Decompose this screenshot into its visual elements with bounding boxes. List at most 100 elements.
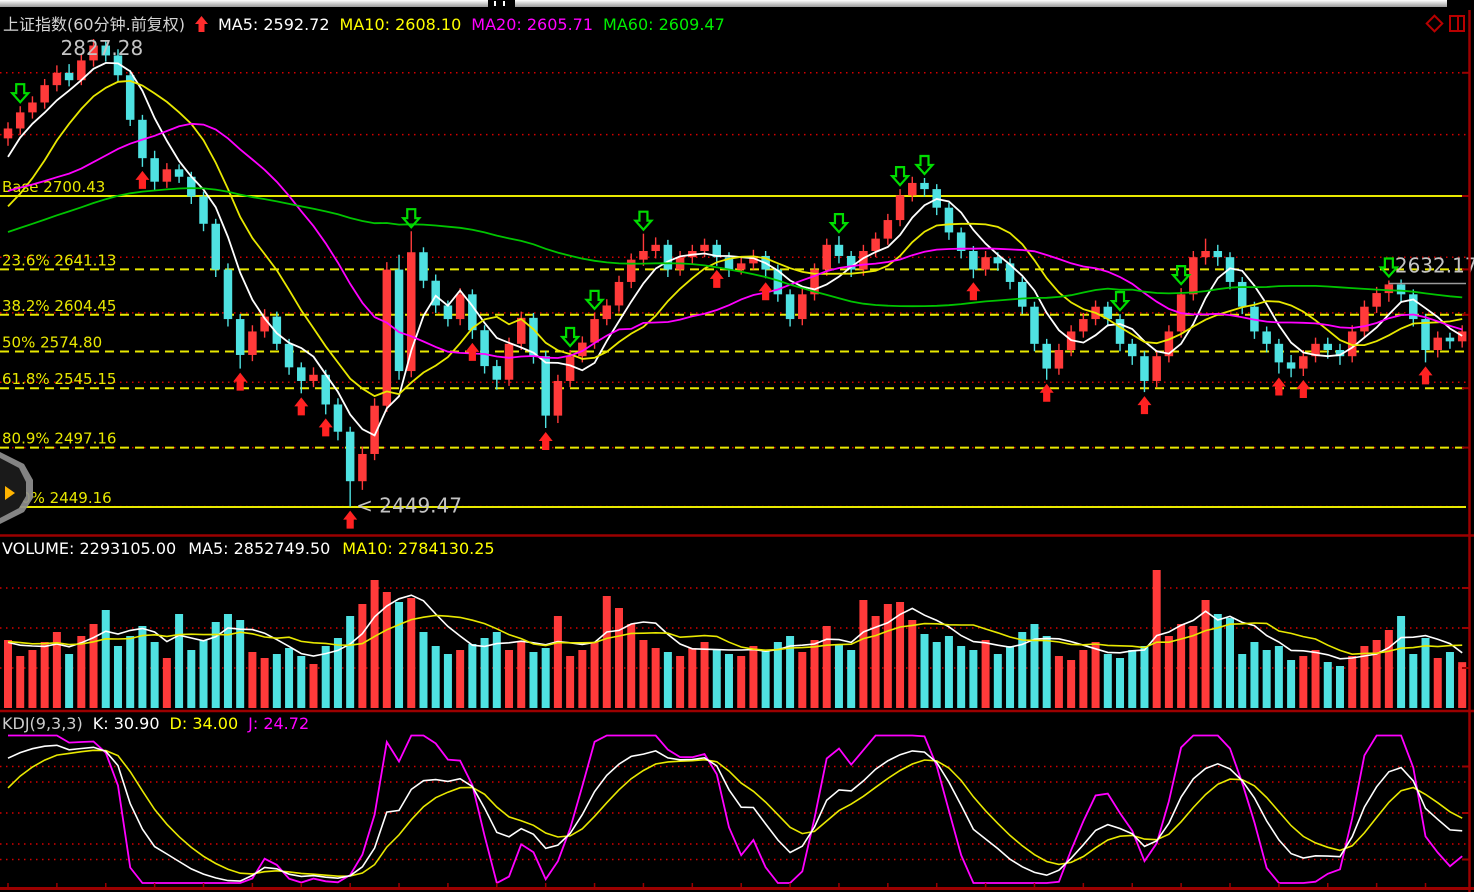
price-annotations: 2827.28 < 2449.47 2632.17 [61, 36, 1474, 518]
candle-body [1189, 257, 1198, 295]
volume-bar [101, 610, 110, 708]
volume-bar [737, 656, 746, 708]
volume-ma10-value: MA10: 2784130.25 [342, 539, 495, 558]
candle-body [529, 317, 538, 357]
chart-title-bar: 上证指数(60分钟.前复权) MA5: 2592.72 MA10: 2608.10 M… [3, 11, 735, 35]
volume-bar [1238, 654, 1247, 708]
candle-body [309, 374, 318, 381]
candle-body [602, 305, 612, 320]
volume-bar [1384, 630, 1393, 708]
volume-bar [1348, 656, 1357, 708]
candle-body [846, 255, 856, 270]
kdj-k-line [7, 744, 1463, 882]
kdj-name: KDJ(9,3,3) [2, 714, 83, 733]
candle-body [394, 269, 404, 372]
kdj-k-value: K: 30.90 [92, 714, 160, 733]
candle-body [859, 251, 868, 270]
candle-body [1347, 331, 1357, 357]
volume-bar [896, 602, 905, 708]
volume-bar [333, 638, 342, 708]
kdj-d-value: D: 34.00 [169, 714, 239, 733]
candle-body [419, 252, 428, 281]
left-panel-handle[interactable] [0, 452, 33, 524]
candle-body [651, 244, 660, 252]
volume-bar [1360, 646, 1369, 708]
candle-body [101, 45, 111, 56]
volume-bar [309, 664, 318, 708]
candle-body [578, 342, 587, 357]
volume-header: VOLUME: 2293105.00 MA5: 2852749.50 MA10: 2… [2, 539, 507, 558]
scrollbar-thumb-notch[interactable] [488, 0, 515, 7]
volume-bar [957, 646, 966, 708]
volume-bar [688, 648, 697, 708]
buy-signal-arrow-icon [465, 342, 480, 361]
candle-body [908, 182, 917, 196]
volume-bar [639, 640, 648, 708]
candle-body [956, 232, 966, 252]
candle-body [443, 305, 453, 320]
volume-bars [4, 570, 1467, 708]
candle-body [370, 405, 379, 454]
volume-bar [382, 592, 391, 708]
candle-body [1225, 257, 1235, 282]
candle-body [297, 367, 306, 381]
volume-bar [578, 650, 587, 708]
volume-bar [1262, 650, 1271, 708]
volume-bar [113, 646, 122, 708]
ma5-line [7, 61, 1463, 437]
candle-body [1360, 306, 1369, 332]
volume-bar [663, 652, 672, 708]
candle-body [162, 169, 172, 182]
volume-bar [1409, 654, 1418, 708]
candle-body [260, 316, 269, 332]
split-divider [1457, 17, 1459, 30]
candle-body [480, 330, 489, 367]
volume-bar [541, 648, 550, 708]
volume-bar [150, 642, 159, 708]
volume-bar [920, 634, 929, 708]
volume-bar [651, 648, 660, 708]
sell-signal-arrow-icon [1109, 291, 1131, 312]
candle-body [1433, 337, 1442, 351]
candle-body [382, 269, 392, 406]
volume-bar [1201, 600, 1210, 708]
volume-bar [492, 632, 501, 708]
volume-bar [615, 608, 623, 708]
candle-body [1335, 350, 1345, 357]
candle-body [1286, 362, 1296, 369]
buy-signal-arrow-icon [1271, 377, 1286, 396]
candle-body [187, 176, 196, 197]
volume-bar [1067, 660, 1076, 708]
volume-value: VOLUME: 2293105.00 [2, 539, 177, 558]
candle-body [1396, 284, 1406, 295]
candle-body [52, 72, 62, 86]
candle-body [516, 317, 526, 344]
volume-bar [28, 650, 37, 708]
split-window-icon[interactable] [1449, 15, 1465, 32]
volume-bar [272, 654, 281, 708]
fib-label: 61.8% 2545.15 [2, 370, 116, 388]
candle-body [614, 281, 624, 306]
volume-bar [749, 646, 758, 708]
candle-body [626, 259, 636, 282]
volume-bar [1274, 646, 1283, 708]
ma5-value: MA5: 2592.72 [217, 15, 330, 34]
candle-body [455, 294, 465, 320]
volume-bar [1177, 624, 1186, 708]
volume-bar [1054, 656, 1063, 708]
volume-bar [993, 654, 1002, 708]
candle-body [1018, 281, 1027, 307]
sell-signal-arrow-icon [632, 210, 654, 232]
volume-bar [1189, 626, 1198, 708]
horizontal-scrollbar[interactable] [0, 0, 1447, 7]
buy-signal-arrow-icon [1418, 366, 1433, 385]
candle-body [272, 316, 282, 344]
volume-bar [52, 632, 61, 708]
volume-bar [1311, 650, 1320, 708]
candle-body [125, 75, 135, 120]
volume-bar [1030, 624, 1039, 708]
kdj-j-line [8, 734, 1463, 885]
volume-bar [810, 640, 819, 708]
candle-body [431, 280, 440, 306]
